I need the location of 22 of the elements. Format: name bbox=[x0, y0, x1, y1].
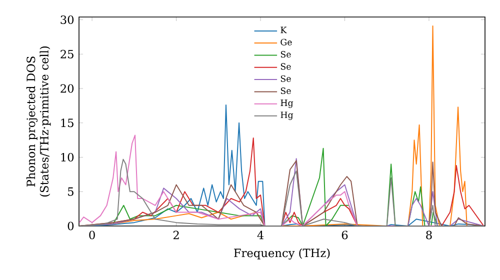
y-tick-label: 0 bbox=[68, 222, 74, 230]
y-tick-label: 10 bbox=[61, 152, 74, 162]
x-tick-label: 0 bbox=[89, 230, 95, 240]
x-axis-title: Frequency (THz) bbox=[234, 248, 330, 260]
x-tick-label: 2 bbox=[173, 230, 179, 240]
y-tick-label: 30 bbox=[60, 15, 74, 24]
legend-label: Hg bbox=[280, 112, 294, 120]
legend-label: Ge bbox=[280, 38, 292, 46]
legend-label: K bbox=[280, 26, 287, 34]
legend-label: Se bbox=[280, 63, 291, 70]
x-tick-label: 8 bbox=[426, 230, 432, 240]
legend-label: Se bbox=[280, 88, 291, 94]
y-tick-label: 5 bbox=[68, 187, 74, 196]
x-tick-label: 4 bbox=[257, 230, 264, 240]
y-axis-title: Phonon projected DOS (States/THz·primitive cell) bbox=[26, 46, 51, 197]
y-tick-label: 15 bbox=[61, 118, 74, 128]
y-tick-label: 20 bbox=[60, 84, 74, 93]
legend-label: Hg bbox=[280, 100, 294, 108]
x-tick-label: 6 bbox=[342, 230, 348, 240]
y-tick-label: 25 bbox=[60, 50, 74, 58]
legend-label: Se bbox=[280, 75, 291, 82]
legend-label: Se bbox=[280, 51, 291, 58]
